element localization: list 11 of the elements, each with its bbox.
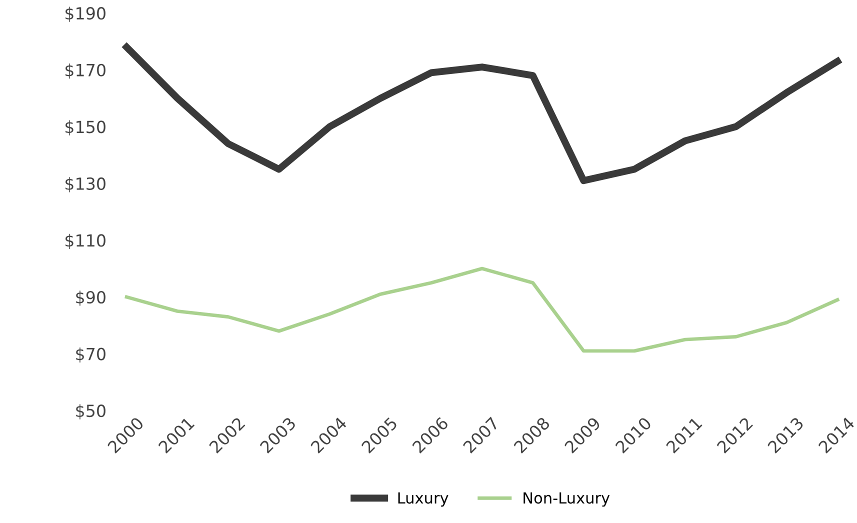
y-tick-label: $190 [66,6,106,22]
legend-label: Non-Luxury [524,492,610,507]
y-tick-label: $150 [66,120,106,136]
y-tick-label: $130 [66,177,106,192]
line-series [124,266,840,353]
legend-label: Luxury [398,492,448,507]
y-tick-label: $50 [76,404,106,420]
y-tick-label: $110 [66,234,106,249]
y-tick-label: $90 [76,290,106,306]
y-tick-label: $70 [76,347,106,363]
y-tick-label: $170 [66,64,106,79]
